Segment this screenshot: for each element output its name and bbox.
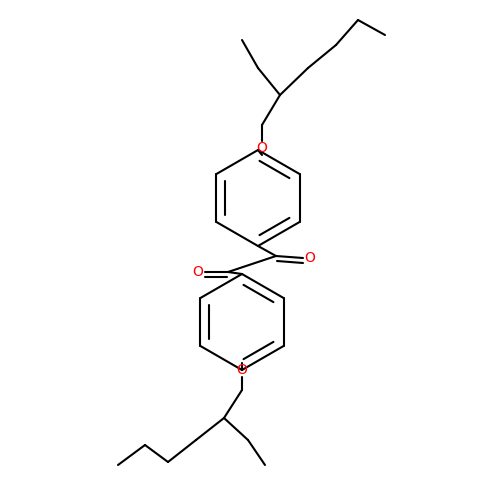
Text: O: O — [304, 251, 316, 265]
Text: O: O — [236, 363, 248, 377]
Text: O: O — [256, 141, 268, 155]
Text: O: O — [192, 265, 203, 279]
